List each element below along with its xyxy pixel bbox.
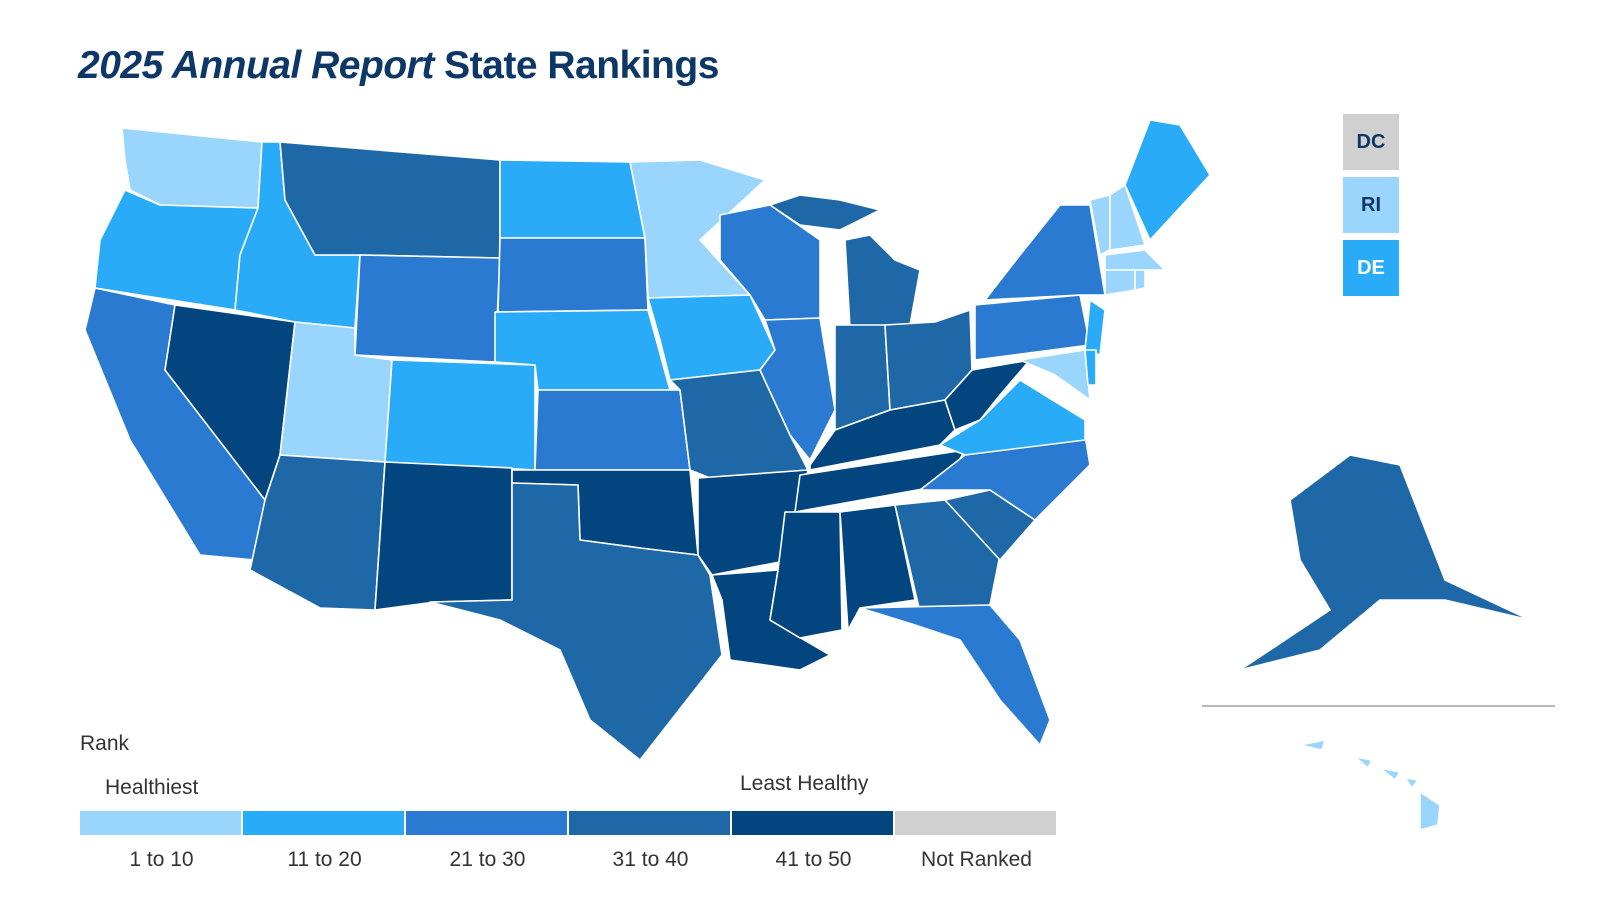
state-shape-nh[interactable] (1109, 184, 1146, 251)
state-or[interactable] (94, 189, 259, 311)
state-ia[interactable] (647, 294, 776, 381)
state-mn[interactable] (629, 159, 766, 299)
legend-swatch-41-50 (732, 811, 893, 835)
legend-label: 31 to 40 (612, 848, 689, 871)
legend-label: 21 to 30 (449, 848, 526, 871)
title-regular: State Rankings (444, 44, 719, 87)
state-tx[interactable] (429, 482, 723, 761)
state-il[interactable] (759, 317, 836, 461)
state-ga[interactable] (894, 499, 1001, 613)
dc-label: DC (1356, 130, 1386, 153)
de-box[interactable]: DE (1343, 240, 1399, 296)
state-me[interactable] (1124, 119, 1211, 241)
legend-labels: 1 to 10 11 to 20 21 to 30 31 to 40 41 to… (80, 848, 1058, 872)
state-ny[interactable] (984, 204, 1106, 301)
legend-label: 11 to 20 (287, 848, 362, 871)
state-shape-md[interactable] (1019, 349, 1091, 401)
state-ak[interactable] (1239, 454, 1531, 671)
state-md[interactable] (1019, 349, 1091, 401)
state-wv[interactable] (944, 359, 1031, 431)
state-nd[interactable] (499, 159, 646, 239)
state-shape-al[interactable] (839, 504, 916, 631)
state-shape-hi[interactable] (1299, 739, 1326, 751)
state-shape-ak[interactable] (1239, 454, 1531, 671)
ri-label: RI (1361, 193, 1381, 216)
state-shape-mt[interactable] (279, 141, 501, 259)
legend-swatch-11-20 (243, 811, 404, 835)
legend-swatch-not-ranked (895, 811, 1056, 835)
state-shape-nd[interactable] (499, 159, 646, 239)
de-label: DE (1357, 256, 1385, 279)
state-wy[interactable] (354, 254, 501, 363)
legend-label: 1 to 10 (129, 848, 194, 871)
state-shape-ct[interactable] (1104, 269, 1136, 296)
state-ks[interactable] (534, 389, 691, 471)
state-shape-ks[interactable] (534, 389, 691, 471)
state-shape-sd[interactable] (497, 237, 649, 313)
state-hi[interactable] (1299, 739, 1441, 831)
legend-healthiest-label: Healthiest (105, 776, 199, 799)
state-shape-il[interactable] (759, 317, 836, 461)
state-shape-hi[interactable] (1419, 791, 1441, 831)
legend-least-healthy-label: Least Healthy (740, 772, 869, 795)
state-sd[interactable] (497, 237, 649, 313)
state-co[interactable] (384, 359, 536, 471)
legend-swatch-21-30 (406, 811, 567, 835)
state-shape-ga[interactable] (894, 499, 1001, 613)
state-shape-nj[interactable] (1084, 299, 1106, 356)
state-mt[interactable] (279, 141, 501, 259)
state-ct[interactable] (1104, 269, 1136, 296)
state-shape-ri[interactable] (1134, 269, 1146, 291)
state-nh[interactable] (1109, 184, 1146, 251)
legend-swatch-31-40 (569, 811, 730, 835)
legend-swatch-1-10 (80, 811, 241, 835)
state-fl[interactable] (859, 604, 1051, 746)
legend-heading: Rank (80, 732, 130, 755)
state-shape-or[interactable] (94, 189, 259, 311)
state-de[interactable] (1084, 349, 1097, 386)
state-mi[interactable] (769, 194, 921, 329)
state-shape-hi[interactable] (1379, 767, 1401, 781)
state-shape-me[interactable] (1124, 119, 1211, 241)
state-shape-co[interactable] (384, 359, 536, 471)
state-shape-pa[interactable] (974, 294, 1091, 361)
legend-label: Not Ranked (921, 848, 1032, 871)
ri-box[interactable]: RI (1343, 177, 1399, 233)
state-nm[interactable] (374, 461, 513, 611)
state-shape-hi[interactable] (1354, 756, 1373, 769)
state-shape-de[interactable] (1084, 349, 1097, 386)
state-shape-nm[interactable] (374, 461, 513, 611)
alaska-hawaii-divider (1202, 705, 1555, 707)
state-shape-ia[interactable] (647, 294, 776, 381)
state-shape-tx[interactable] (429, 482, 723, 761)
dc-box[interactable]: DC (1343, 114, 1399, 170)
state-ri[interactable] (1134, 269, 1146, 291)
state-shape-mi[interactable] (769, 194, 881, 231)
state-shape-mi[interactable] (844, 234, 921, 329)
state-shape-ny[interactable] (984, 204, 1106, 301)
page-title: 2025 Annual Report State Rankings (78, 44, 719, 88)
state-shape-wv[interactable] (944, 359, 1031, 431)
state-al[interactable] (839, 504, 916, 631)
state-shape-ma[interactable] (1104, 249, 1166, 271)
legend-label: 41 to 50 (775, 848, 852, 871)
state-shape-wy[interactable] (354, 254, 501, 363)
state-shape-mn[interactable] (629, 159, 766, 299)
state-nj[interactable] (1084, 299, 1106, 356)
legend-color-bar (80, 811, 1058, 835)
state-shape-fl[interactable] (859, 604, 1051, 746)
title-italic: 2025 Annual Report (78, 44, 434, 87)
state-ma[interactable] (1104, 249, 1166, 271)
state-shape-hi[interactable] (1404, 777, 1419, 789)
state-pa[interactable] (974, 294, 1091, 361)
